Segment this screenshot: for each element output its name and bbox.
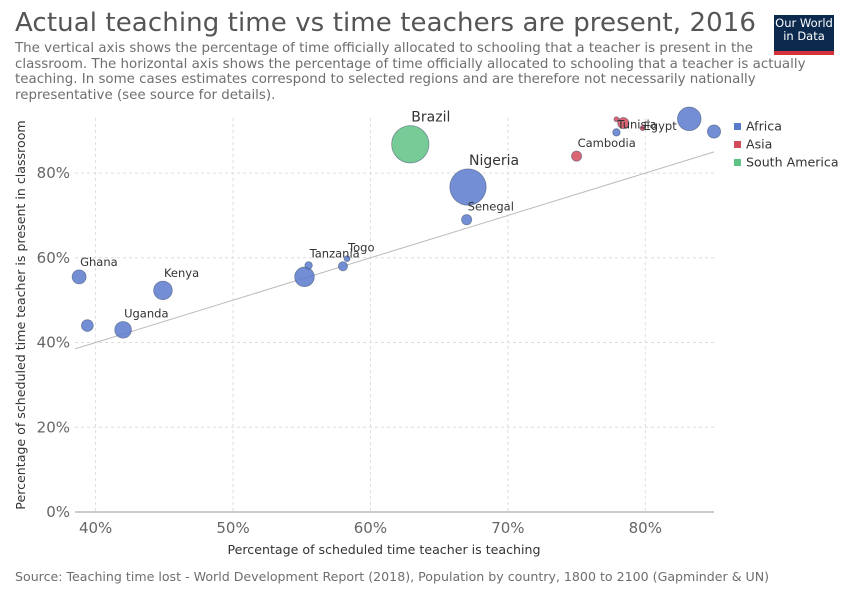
data-point[interactable]: [343, 255, 351, 263]
legend-swatch: [734, 141, 741, 148]
x-tick-label: 80%: [629, 519, 662, 537]
legend-layer: Africa Asia South America: [734, 119, 839, 170]
point-label: Togo: [347, 241, 374, 255]
trend-layer: [74, 151, 715, 350]
y-axis-label: Percentage of scheduled time teacher is …: [13, 120, 28, 509]
point-label: Nigeria: [469, 153, 519, 169]
logo-line-1: Our World: [775, 16, 833, 30]
data-point[interactable]: [612, 128, 621, 137]
legend-label[interactable]: South America: [746, 155, 839, 170]
data-point[interactable]: [617, 117, 630, 130]
data-point[interactable]: [639, 125, 646, 132]
legend-swatch: [734, 123, 741, 130]
data-point[interactable]: [153, 280, 173, 301]
data-point[interactable]: [304, 261, 313, 270]
data-point[interactable]: [449, 168, 487, 206]
point-label: Tanzania: [309, 247, 360, 261]
y-tick-label: 40%: [37, 334, 70, 352]
data-point[interactable]: [613, 116, 620, 123]
trend-line: [74, 151, 715, 350]
legend-swatch: [734, 159, 741, 166]
grid-layer: [75, 118, 714, 513]
point-label: Ghana: [80, 255, 118, 269]
logo-line-2: in Data: [783, 29, 825, 43]
y-tick-label: 20%: [37, 418, 70, 436]
data-point[interactable]: [677, 106, 702, 132]
data-point[interactable]: [81, 319, 94, 332]
y-tick-label: 80%: [37, 164, 70, 182]
data-point[interactable]: [391, 125, 430, 164]
data-point[interactable]: [461, 214, 473, 226]
point-label: Kenya: [164, 266, 199, 280]
data-point[interactable]: [294, 266, 315, 288]
x-tick-label: 70%: [491, 519, 524, 537]
legend-label[interactable]: Asia: [746, 137, 772, 152]
x-tick-label: 60%: [354, 519, 387, 537]
y-tick-label: 60%: [37, 249, 70, 267]
axis-layer: 0% 20% 40% 60% 80% 40% 50% 60% 70% 80%: [37, 164, 714, 537]
point-label: Egypt: [644, 119, 678, 133]
point-label: Cambodia: [578, 136, 636, 150]
points-layer: [71, 106, 722, 339]
point-label: Tunisia: [616, 117, 656, 131]
x-tick-label: 50%: [216, 519, 249, 537]
chart-subtitle: The vertical axis shows the percentage o…: [15, 41, 806, 103]
chart-title: Actual teaching time vs time teachers ar…: [15, 8, 757, 38]
data-point[interactable]: [337, 261, 348, 272]
x-axis-label: Percentage of scheduled time teacher is …: [228, 542, 541, 557]
x-tick-label: 40%: [79, 519, 112, 537]
owid-logo[interactable]: Our World in Data: [774, 15, 834, 55]
point-label: Uganda: [124, 306, 168, 320]
data-point[interactable]: [571, 150, 583, 162]
y-tick-label: 0%: [46, 503, 70, 521]
source-note: Source: Teaching time lost - World Devel…: [15, 569, 770, 584]
data-point[interactable]: [707, 124, 722, 139]
data-point[interactable]: [114, 321, 132, 339]
data-point[interactable]: [71, 269, 87, 285]
point-label: Senegal: [468, 200, 514, 214]
legend-label[interactable]: Africa: [746, 119, 782, 134]
point-label: Brazil: [411, 110, 450, 126]
